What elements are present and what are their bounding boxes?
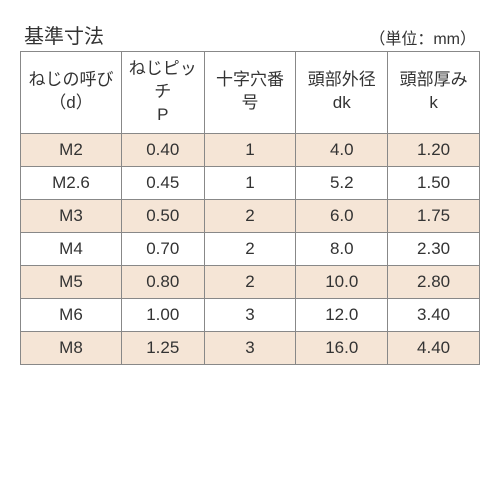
table-cell: 3.40 [388,298,480,331]
table-row: M50.80210.02.80 [21,265,480,298]
table-cell: 3 [204,298,296,331]
table-cell: 0.80 [121,265,204,298]
table-row: M2.60.4515.21.50 [21,166,480,199]
table-body: M20.4014.01.20M2.60.4515.21.50M30.5026.0… [21,133,480,364]
col-header-line2: （d） [49,93,92,112]
table-cell: 0.40 [121,133,204,166]
table-row: M61.00312.03.40 [21,298,480,331]
col-header-line2: P [157,105,168,124]
table-cell: 1.25 [121,331,204,364]
col-header: 十字穴番号 [204,52,296,134]
table-header-row: ねじの呼び （d） ねじピッチ P 十字穴番号 頭部外径 dk 頭部厚み k [21,52,480,134]
col-header-line1: ねじピッチ [129,59,197,101]
table-row: M40.7028.02.30 [21,232,480,265]
table-cell: 16.0 [296,331,388,364]
table-cell: 5.2 [296,166,388,199]
table-cell: M2 [21,133,122,166]
table-title: 基準寸法 [24,20,104,49]
table-cell: 12.0 [296,298,388,331]
table-cell: 1.20 [388,133,480,166]
table-header-bar: 基準寸法 （単位：mm） [20,20,480,49]
table-cell: M8 [21,331,122,364]
table-cell: 4.0 [296,133,388,166]
table-cell: 4.40 [388,331,480,364]
col-header-line2: dk [333,93,351,112]
table-cell: 2 [204,265,296,298]
table-cell: 0.45 [121,166,204,199]
col-header: 頭部外径 dk [296,52,388,134]
table-cell: M6 [21,298,122,331]
table-cell: 3 [204,331,296,364]
table-cell: 1.75 [388,199,480,232]
table-row: M20.4014.01.20 [21,133,480,166]
col-header-line1: ねじの呼び [28,70,113,89]
col-header-line1: 十字穴番号 [216,70,284,112]
col-header-line1: 頭部厚み [400,70,468,89]
table-cell: 6.0 [296,199,388,232]
table-cell: 2 [204,199,296,232]
spec-table: ねじの呼び （d） ねじピッチ P 十字穴番号 頭部外径 dk 頭部厚み k M… [20,51,480,365]
col-header-line1: 頭部外径 [308,70,376,89]
col-header-line2: k [429,93,438,112]
table-cell: 2.30 [388,232,480,265]
table-cell: 0.70 [121,232,204,265]
table-cell: M3 [21,199,122,232]
table-row: M30.5026.01.75 [21,199,480,232]
col-header: 頭部厚み k [388,52,480,134]
table-cell: 2 [204,232,296,265]
table-cell: M2.6 [21,166,122,199]
table-cell: M5 [21,265,122,298]
table-cell: 10.0 [296,265,388,298]
table-cell: 1.00 [121,298,204,331]
table-cell: 1 [204,166,296,199]
table-cell: 0.50 [121,199,204,232]
table-row: M81.25316.04.40 [21,331,480,364]
table-cell: 8.0 [296,232,388,265]
col-header: ねじの呼び （d） [21,52,122,134]
col-header: ねじピッチ P [121,52,204,134]
table-unit: （単位：mm） [369,25,476,49]
table-cell: M4 [21,232,122,265]
table-cell: 1 [204,133,296,166]
table-cell: 1.50 [388,166,480,199]
table-cell: 2.80 [388,265,480,298]
